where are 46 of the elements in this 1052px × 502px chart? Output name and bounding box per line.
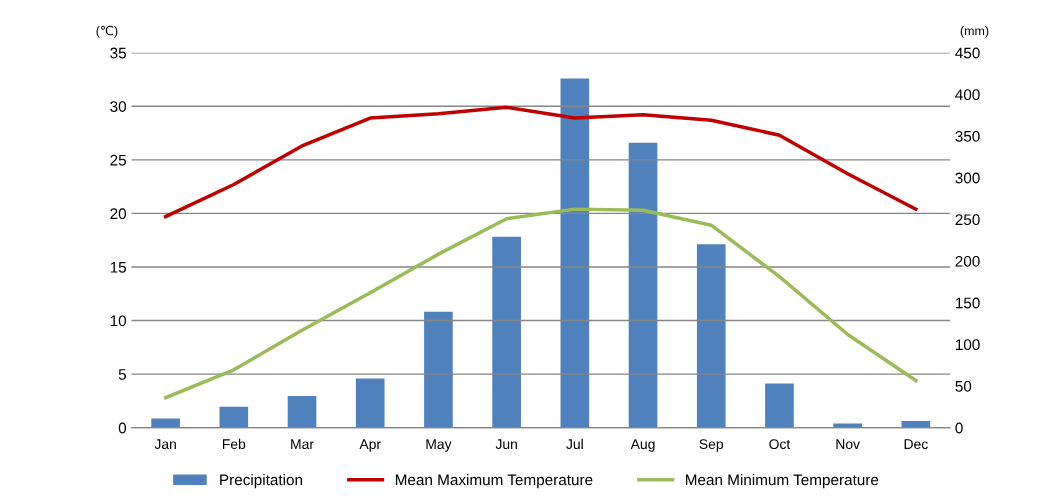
line-series xyxy=(163,105,918,219)
y2-tick-label: 250 xyxy=(955,214,980,226)
y2-tick-label: 50 xyxy=(955,380,972,392)
bar xyxy=(560,78,590,428)
bar xyxy=(765,383,794,428)
x-tick-label: Feb xyxy=(222,438,246,450)
y-tick-label: 5 xyxy=(118,369,126,380)
legend-label: Precipitation xyxy=(220,474,303,489)
y-tick-label: 0 xyxy=(118,422,127,434)
bar xyxy=(696,244,726,428)
y-tick-label: 15 xyxy=(110,262,126,273)
x-tick-label: Jun xyxy=(495,439,517,450)
y2-tick-label: 400 xyxy=(955,89,980,101)
y2-tick-label: 300 xyxy=(955,172,980,184)
bar xyxy=(355,378,385,428)
bar xyxy=(628,142,658,428)
x-tick-label: Apr xyxy=(359,439,381,452)
y-tick-label: 20 xyxy=(110,208,127,220)
x-tick-label: Sep xyxy=(699,439,724,452)
x-tick-label: Mar xyxy=(291,439,314,450)
legend-label: Mean Maximum Temperature xyxy=(395,474,593,489)
bar xyxy=(287,396,317,428)
x-tick-label: Oct xyxy=(769,439,791,450)
y2-tick-label: 350 xyxy=(955,130,980,142)
y2-tick-label: 200 xyxy=(955,255,980,267)
y2-tick-label: 150 xyxy=(955,297,980,309)
bar xyxy=(492,236,521,428)
x-tick-label: Jul xyxy=(566,438,583,450)
y-tick-label: 30 xyxy=(110,101,127,112)
bar xyxy=(219,406,249,428)
x-tick-label: May xyxy=(426,439,452,452)
x-tick-label: Aug xyxy=(630,439,655,452)
y2-tick-label: 0 xyxy=(955,422,963,434)
y-tick-label: 10 xyxy=(110,315,127,327)
x-tick-label: Dec xyxy=(904,439,928,450)
y-tick-label: 25 xyxy=(110,154,126,166)
bar xyxy=(424,311,453,428)
legend-label: Mean Minimum Temperature xyxy=(685,474,879,489)
y2-axis-title: (mm) xyxy=(960,26,989,38)
x-tick-label: Jan xyxy=(154,439,176,450)
y2-tick-label: 450 xyxy=(955,47,980,59)
y-tick-label: 35 xyxy=(110,47,126,59)
line-series xyxy=(163,207,918,400)
y2-tick-label: 100 xyxy=(955,339,980,351)
y-axis-title: (℃) xyxy=(96,25,118,38)
x-tick-label: Nov xyxy=(836,439,860,450)
